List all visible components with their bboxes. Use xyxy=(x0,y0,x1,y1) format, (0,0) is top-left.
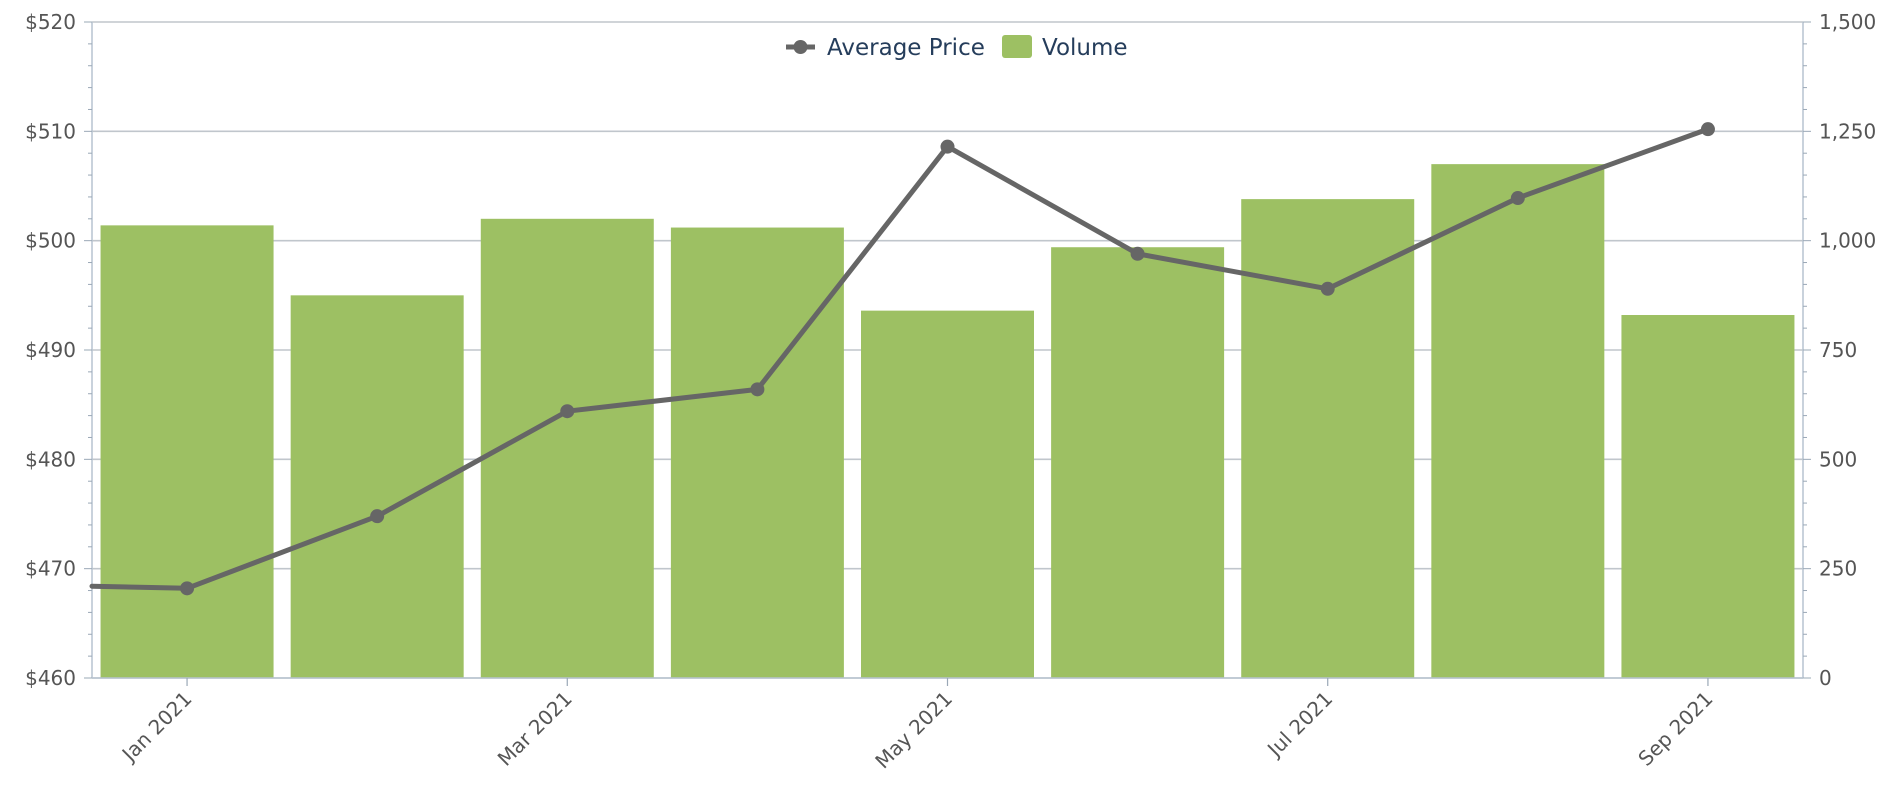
left-axis-tick-label: $470 xyxy=(25,557,76,581)
average-price-line xyxy=(89,122,1715,596)
legend-volume-swatch xyxy=(1002,35,1032,58)
legend-volume-label: Volume xyxy=(1042,35,1128,61)
x-axis-tick-label: Jul 2021 xyxy=(1261,687,1337,763)
legend-average-price-marker xyxy=(793,40,808,54)
average-price-polyline xyxy=(89,126,1711,591)
volume-bar xyxy=(480,218,654,679)
average-price-point xyxy=(560,404,575,419)
right-axis-tick-label: 1,500 xyxy=(1819,10,1876,34)
left-axis-tick-label: $480 xyxy=(25,447,76,471)
average-price-point xyxy=(1320,281,1335,296)
left-axis-tick-label: $520 xyxy=(25,10,76,34)
x-axis-tick-label: Mar 2021 xyxy=(493,687,577,771)
average-price-point xyxy=(1700,122,1715,137)
x-axis-tick-label: Sep 2021 xyxy=(1633,687,1717,771)
average-price-point xyxy=(750,382,765,397)
right-axis-tick-label: 500 xyxy=(1819,447,1857,471)
volume-bar xyxy=(1241,199,1415,678)
legend-average-price-label: Average Price xyxy=(827,35,985,61)
volume-bar xyxy=(290,295,464,678)
x-axis-tick-label: May 2021 xyxy=(870,687,957,774)
volume-bar xyxy=(1431,164,1605,679)
volume-bar xyxy=(100,225,274,679)
volume-bar xyxy=(860,310,1035,678)
average-price-point xyxy=(370,509,385,524)
left-axis-tick-label: $490 xyxy=(25,338,76,362)
right-axis-tick-label: 1,250 xyxy=(1819,119,1876,143)
average-price-point xyxy=(1130,246,1145,261)
right-axis-tick-label: 250 xyxy=(1819,557,1857,581)
right-axis-tick-label: 1,000 xyxy=(1819,229,1876,253)
volume-bar xyxy=(1621,315,1795,678)
left-axis-tick-label: $460 xyxy=(25,666,76,690)
average-price-point xyxy=(1510,191,1525,206)
left-axis-tick-label: $510 xyxy=(25,119,76,143)
average-price-point xyxy=(180,581,195,596)
right-axis-tick-label: 750 xyxy=(1819,338,1857,362)
right-axis-tick-label: 0 xyxy=(1819,666,1832,690)
average-price-point xyxy=(940,139,955,154)
x-axis-tick-label: Jan 2021 xyxy=(116,687,197,768)
left-axis-tick-label: $500 xyxy=(25,229,76,253)
volume-bar xyxy=(670,227,844,678)
legend: Average Price Volume xyxy=(786,35,1128,61)
volume-bar xyxy=(1051,247,1225,678)
